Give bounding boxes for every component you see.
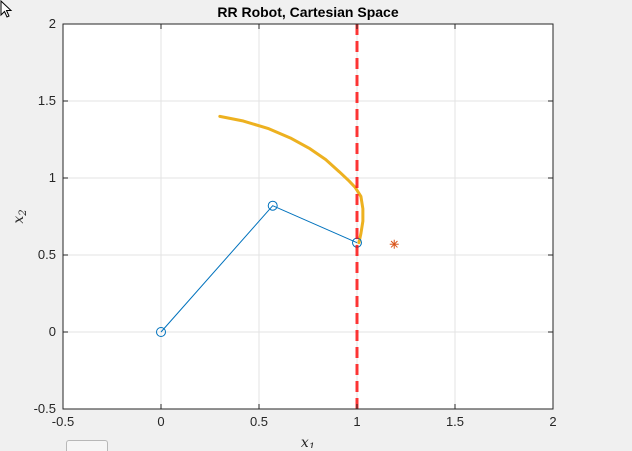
plot-series [156, 24, 399, 409]
x-axis-label: x1 [301, 435, 315, 448]
tick-labels: -0.5 0 0.5 1 1.5 2 -0.5 0 0.5 1 1.5 2 [34, 16, 557, 429]
x-axis-label-main: x [301, 435, 309, 448]
plot-area [63, 24, 553, 409]
axes-frame [62, 23, 554, 410]
x-tick-label: 0.5 [250, 414, 268, 429]
x-tick-label: 1.5 [446, 414, 464, 429]
y-tick-label: -0.5 [34, 401, 56, 416]
robot-joint-marker [267, 200, 278, 211]
figure-tab[interactable] [66, 440, 108, 451]
y-tick-label: 1.5 [38, 93, 56, 108]
robot-links-line [160, 205, 358, 333]
mouse-cursor-icon [0, 0, 13, 18]
tick-marks [62, 23, 554, 410]
y-axis-label-main: x [11, 216, 27, 224]
y-axis-label: x2 [11, 209, 29, 223]
robot-joint-marker [156, 327, 166, 337]
y-axis-label-sub: 2 [18, 209, 29, 216]
x-tick-label: 1 [353, 414, 360, 429]
x-tick-label: 0 [157, 414, 164, 429]
y-tick-label: 0 [49, 324, 56, 339]
x-tick-label: 2 [549, 414, 556, 429]
x-tick-label: -0.5 [52, 414, 74, 429]
target-star-stroke [390, 240, 398, 248]
y-tick-label: 1 [49, 170, 56, 185]
trajectory-curve [218, 114, 365, 245]
y-tick-label: 2 [49, 16, 56, 31]
x-axis-label-sub: 1 [309, 442, 315, 448]
y-tick-label: 0.5 [38, 247, 56, 262]
target-star-marker [389, 239, 399, 249]
chart-title: RR Robot, Cartesian Space [217, 4, 398, 20]
